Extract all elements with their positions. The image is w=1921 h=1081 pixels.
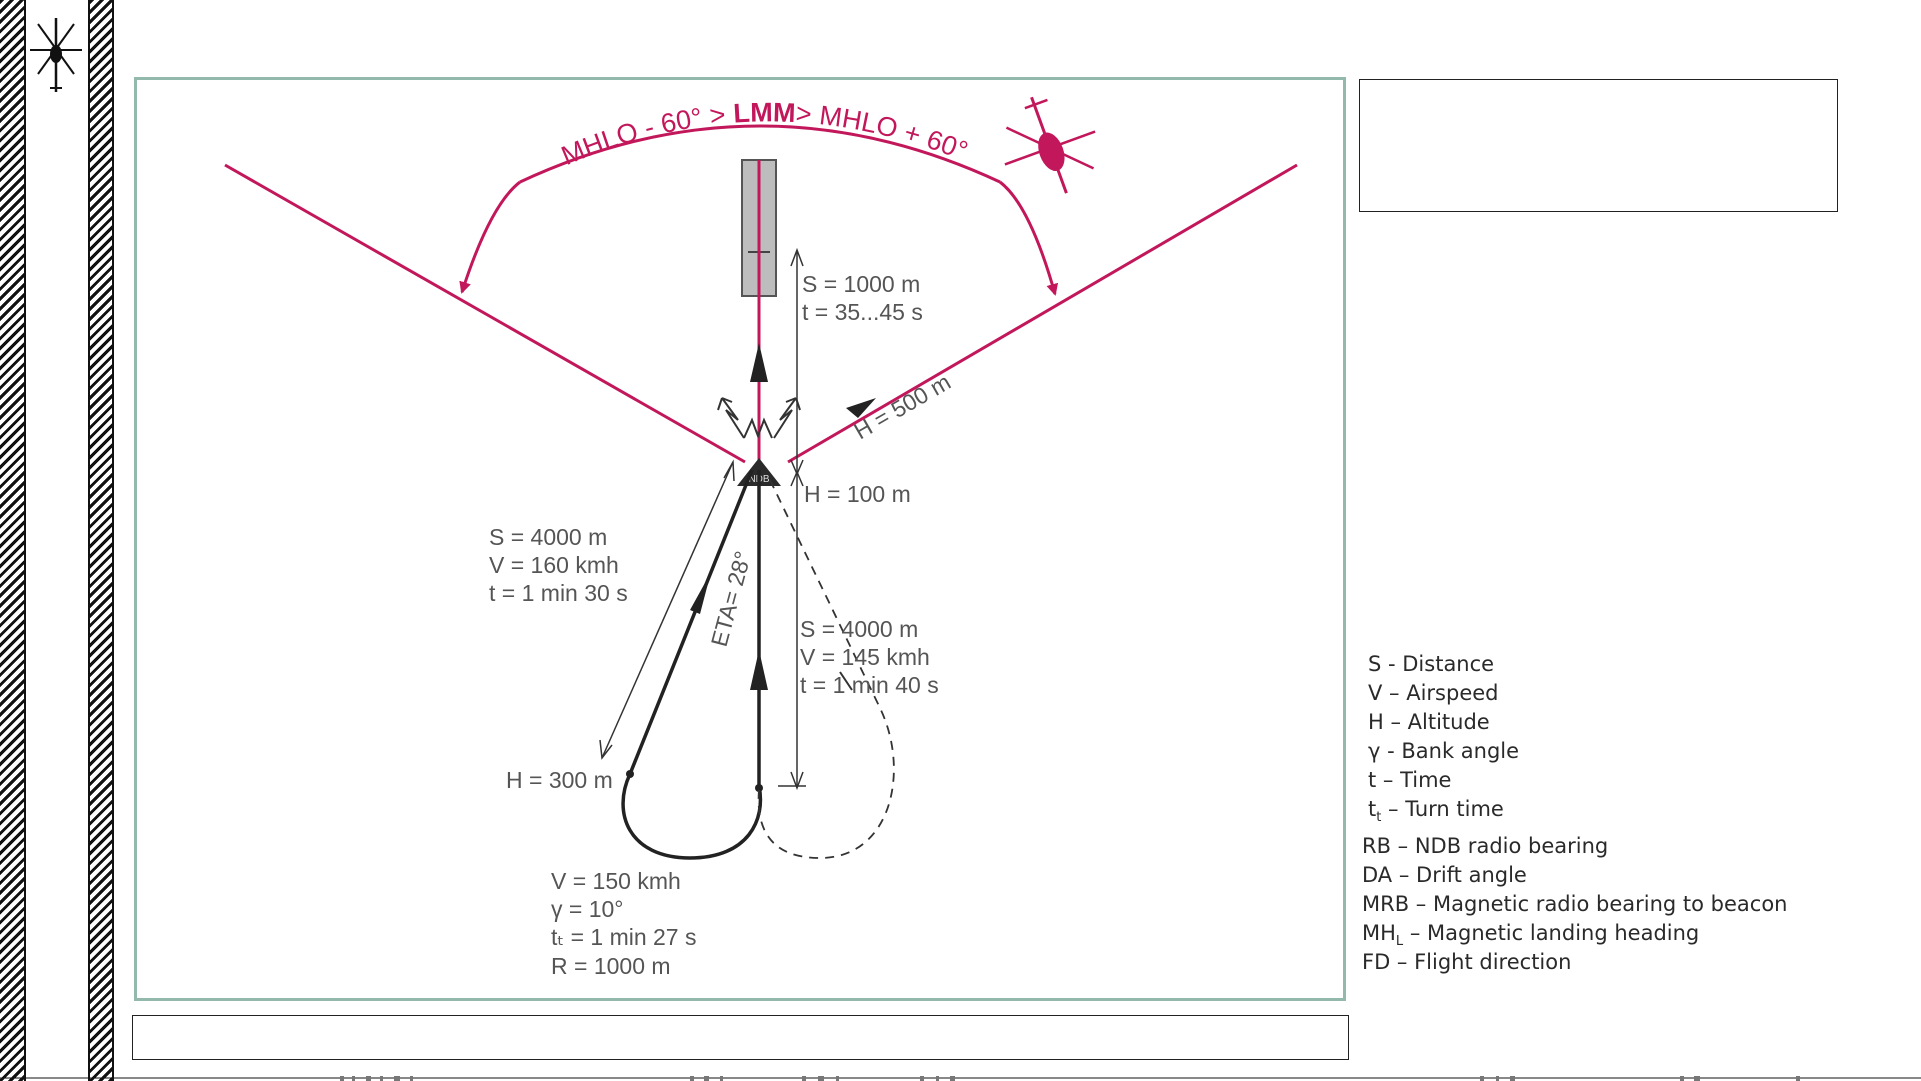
legend-item-flight-direction: FD – Flight direction [1362,950,1572,974]
legend-item-turn-time: tt – Turn time [1368,797,1504,826]
outbound-leg [628,469,754,775]
turn-speed-label: V = 150 kmh [551,868,681,894]
outbound-time-label: t = 1 min 30 s [489,580,628,606]
approach-arrow [750,343,768,382]
turn-time-label: tₜ = 1 min 27 s [551,924,697,950]
legend-item-radio-bearing: RB – NDB radio bearing [1362,834,1609,858]
sector-left-line [224,163,746,464]
helicopter-icon [1004,96,1096,194]
drift-path-dashed [757,479,895,859]
inbound-distance-label: S = 4000 m [800,616,918,642]
runway-time-label: t = 35...45 s [802,299,923,325]
helicopter-logo-icon [30,18,82,92]
sector-arc [519,124,1001,184]
inbound-speed-label: V = 145 kmh [800,644,930,670]
altitude-300-label: H = 300 m [506,767,613,793]
right-hatch-border [88,0,114,1081]
turn-radius-label: R = 1000 m [551,953,671,979]
outbound-speed-label: V = 160 kmh [489,552,619,578]
bottom-cut-text-artifact [0,1076,1921,1081]
runway-distance-label: S = 1000 m [802,271,920,297]
sector-arc-left-end [459,180,521,294]
diagram-frame [134,77,1346,1001]
legend-item-altitude: H – Altitude [1368,710,1490,734]
dimension-line-outbound [601,461,734,759]
legend-item-bank-angle: γ - Bank angle [1368,739,1520,763]
sector-arc-right-end [999,180,1059,296]
left-hatch-border [0,0,26,1081]
legend-item-magnetic-radio-bearing: MRB – Magnetic radio bearing to beacon [1362,892,1788,916]
legend-item-airspeed: V – Airspeed [1368,681,1499,705]
legend-item-landing-heading: MHL – Magnetic landing heading [1362,921,1700,950]
inbound-time-label: t = 1 min 40 s [800,672,939,698]
legend-item-drift-angle: DA – Drift angle [1362,863,1527,887]
legend: S - Distance V – Airspeed H – Altitude γ… [1362,650,1787,977]
legend-item-distance: S - Distance [1368,652,1495,676]
ndb-signal-icon [717,397,801,439]
legend-item-time: t – Time [1368,768,1452,792]
empty-text-box-top [1359,79,1838,212]
empty-text-box-bottom [132,1015,1349,1060]
sector-right-line [787,163,1298,464]
altitude-100-label: H = 100 m [804,481,911,507]
bank-angle-label: γ = 10° [551,896,624,922]
outbound-distance-label: S = 4000 m [489,524,607,550]
procedure-turn [621,773,763,860]
